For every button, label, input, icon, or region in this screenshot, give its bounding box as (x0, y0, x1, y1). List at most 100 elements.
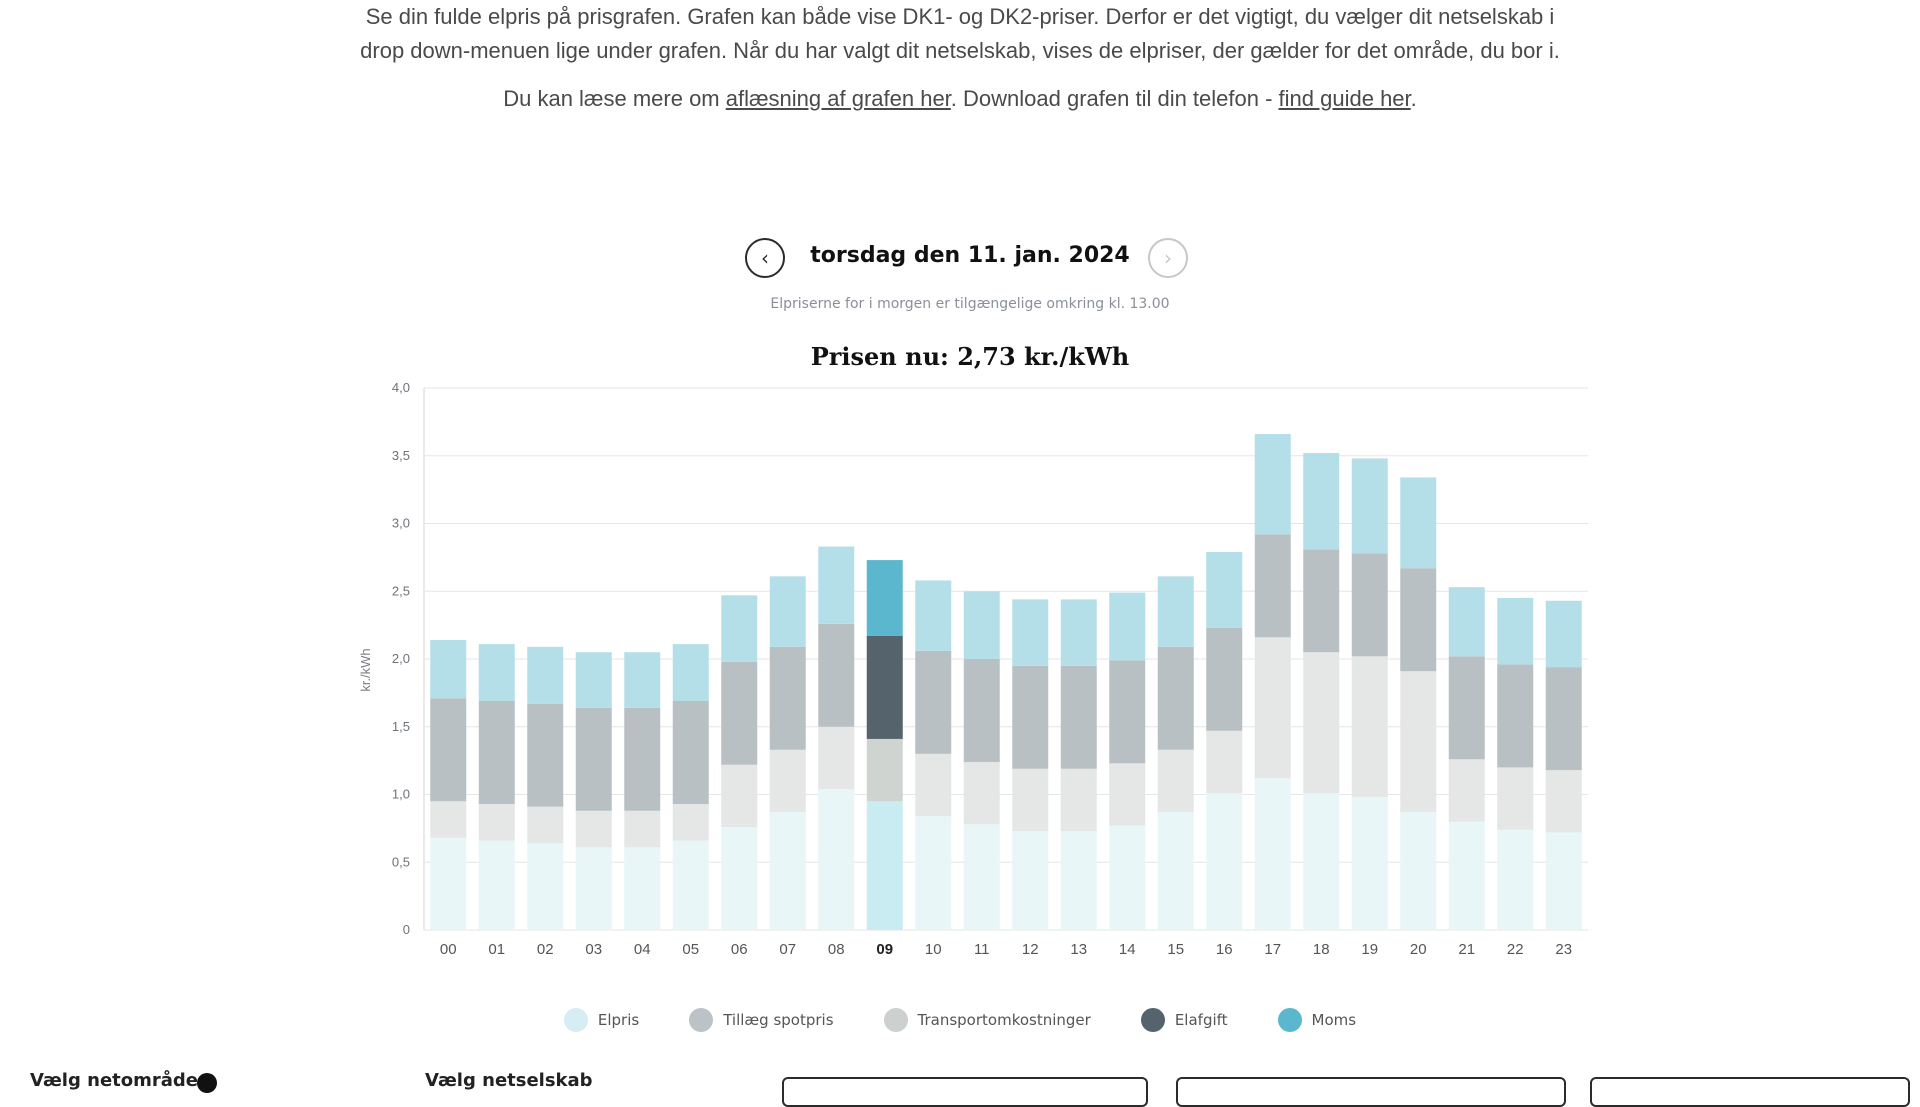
bar-segment-till-g-spotpris[interactable] (1109, 822, 1146, 826)
bar-segment-transportomkostninger[interactable] (1448, 759, 1485, 819)
bar-segment-till-g-spotpris[interactable] (624, 844, 661, 848)
bar-segment-till-g-spotpris[interactable] (1351, 794, 1388, 798)
bar-segment-elafgift[interactable] (1497, 664, 1534, 768)
bar-segment-elpris[interactable] (430, 837, 467, 930)
bar-segment-moms[interactable] (527, 646, 564, 704)
bar-segment-elpris[interactable] (1109, 825, 1146, 930)
legend-item-elpris[interactable]: Elpris (563, 1008, 639, 1032)
bar-segment-transportomkostninger[interactable] (721, 764, 758, 825)
bar-segment-till-g-spotpris[interactable] (1545, 829, 1582, 833)
bar-segment-till-g-spotpris[interactable] (527, 840, 564, 844)
bar-segment-moms[interactable] (1351, 458, 1388, 554)
bar-segment-moms[interactable] (721, 595, 758, 662)
bar-segment-elafgift[interactable] (1109, 660, 1146, 764)
bar-segment-moms[interactable] (672, 644, 709, 702)
bar-segment-till-g-spotpris[interactable] (963, 821, 1000, 825)
bar-segment-transportomkostninger[interactable] (1497, 767, 1534, 828)
bar-segment-elpris[interactable] (1206, 793, 1243, 930)
legend-item-moms[interactable]: Moms (1277, 1008, 1356, 1032)
extra-select[interactable] (1590, 1077, 1910, 1107)
legend-item-transportomkostninger[interactable]: Transportomkostninger (883, 1008, 1091, 1032)
bar-segment-transportomkostninger[interactable] (575, 810, 612, 845)
bar-segment-elpris[interactable] (915, 816, 952, 930)
bar-segment-elafgift[interactable] (721, 661, 758, 765)
bar-segment-elpris[interactable] (1448, 821, 1485, 930)
bar-segment-moms[interactable] (1303, 453, 1340, 550)
legend-item-tillaeg-spotpris[interactable]: Tillæg spotpris (689, 1008, 834, 1032)
bar-segment-elpris[interactable] (866, 801, 903, 930)
bar-segment-elafgift[interactable] (769, 646, 806, 750)
bar-segment-moms[interactable] (1012, 599, 1049, 666)
bar-segment-moms[interactable] (818, 546, 855, 624)
bar-segment-moms[interactable] (1254, 434, 1291, 535)
bar-segment-moms[interactable] (1545, 600, 1582, 668)
bar-segment-elafgift[interactable] (430, 698, 467, 802)
bar-segment-elpris[interactable] (1060, 831, 1097, 930)
bar-segment-transportomkostninger[interactable] (866, 738, 903, 799)
bar-segment-elpris[interactable] (1545, 832, 1582, 930)
bar-segment-moms[interactable] (1497, 598, 1534, 665)
bar-segment-elpris[interactable] (478, 840, 515, 930)
bar-segment-till-g-spotpris[interactable] (721, 824, 758, 828)
bar-segment-till-g-spotpris[interactable] (1012, 828, 1049, 832)
bar-segment-elpris[interactable] (818, 789, 855, 930)
bar-segment-elpris[interactable] (1497, 829, 1534, 930)
bar-segment-moms[interactable] (769, 576, 806, 647)
bar-segment-till-g-spotpris[interactable] (769, 809, 806, 813)
bar-segment-moms[interactable] (1157, 576, 1194, 647)
bar-segment-moms[interactable] (575, 652, 612, 708)
info-icon[interactable] (197, 1073, 217, 1093)
bar-segment-elpris[interactable] (769, 812, 806, 930)
bar-segment-elpris[interactable] (1157, 812, 1194, 930)
previous-day-button[interactable]: ‹ (745, 238, 785, 278)
bar-segment-elafgift[interactable] (527, 703, 564, 807)
bar-segment-elpris[interactable] (1400, 812, 1437, 930)
bar-segment-transportomkostninger[interactable] (1254, 637, 1291, 776)
bar-segment-transportomkostninger[interactable] (1303, 652, 1340, 791)
next-day-button[interactable]: › (1148, 238, 1188, 278)
legend-item-elafgift[interactable]: Elafgift (1140, 1008, 1228, 1032)
bar-segment-elpris[interactable] (672, 840, 709, 930)
bar-segment-moms[interactable] (430, 640, 467, 699)
bar-segment-till-g-spotpris[interactable] (1254, 775, 1291, 779)
bar-segment-elpris[interactable] (624, 847, 661, 930)
bar-segment-transportomkostninger[interactable] (1206, 730, 1243, 791)
bar-segment-moms[interactable] (1109, 592, 1146, 661)
bar-segment-till-g-spotpris[interactable] (1206, 790, 1243, 794)
bar-segment-transportomkostninger[interactable] (1545, 770, 1582, 830)
bar-segment-till-g-spotpris[interactable] (672, 837, 709, 841)
bar-segment-elafgift[interactable] (672, 701, 709, 804)
bar-segment-transportomkostninger[interactable] (963, 761, 1000, 822)
bar-segment-transportomkostninger[interactable] (1060, 768, 1097, 829)
bar-segment-moms[interactable] (478, 644, 515, 702)
bar-segment-elafgift[interactable] (1545, 667, 1582, 771)
bar-segment-elpris[interactable] (1012, 831, 1049, 930)
bar-segment-till-g-spotpris[interactable] (1157, 809, 1194, 813)
bar-segment-elpris[interactable] (963, 824, 1000, 930)
bar-segment-elafgift[interactable] (866, 635, 903, 739)
bar-segment-moms[interactable] (1448, 587, 1485, 657)
bar-segment-elafgift[interactable] (478, 701, 515, 804)
bar-segment-till-g-spotpris[interactable] (1497, 827, 1534, 830)
bar-segment-elpris[interactable] (721, 827, 758, 930)
bar-segment-elafgift[interactable] (624, 707, 661, 811)
bar-segment-till-g-spotpris[interactable] (818, 786, 855, 790)
bar-segment-elafgift[interactable] (1254, 534, 1291, 638)
bar-segment-transportomkostninger[interactable] (1400, 671, 1437, 810)
bar-segment-moms[interactable] (1206, 551, 1243, 628)
bar-segment-moms[interactable] (624, 652, 661, 708)
bar-segment-moms[interactable] (866, 560, 903, 636)
netcompany-select[interactable] (1176, 1077, 1566, 1107)
bar-segment-elpris[interactable] (1254, 778, 1291, 930)
bar-segment-elafgift[interactable] (1351, 553, 1388, 657)
bar-segment-elafgift[interactable] (1400, 568, 1437, 672)
bar-segment-transportomkostninger[interactable] (769, 749, 806, 810)
bar-segment-till-g-spotpris[interactable] (478, 837, 515, 841)
bar-segment-elpris[interactable] (1303, 793, 1340, 930)
bar-segment-transportomkostninger[interactable] (672, 803, 709, 838)
netarea-select[interactable] (782, 1077, 1148, 1107)
bar-segment-elpris[interactable] (527, 843, 564, 930)
bar-segment-elafgift[interactable] (1206, 627, 1243, 731)
bar-segment-transportomkostninger[interactable] (818, 726, 855, 787)
bar-segment-elafgift[interactable] (1448, 656, 1485, 760)
